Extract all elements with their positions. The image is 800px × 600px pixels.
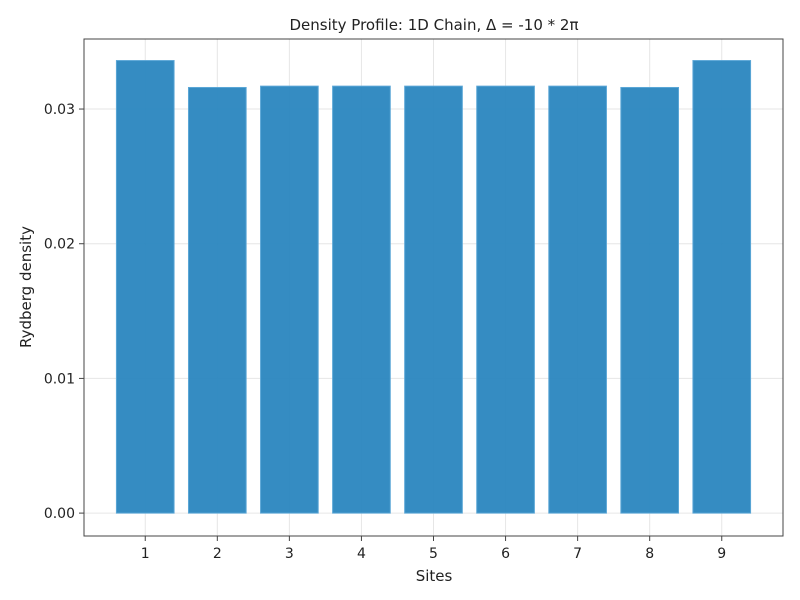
bar-site-8 [620, 86, 680, 514]
x-tick-label: 7 [573, 546, 582, 562]
bar-site-6 [476, 85, 535, 514]
chart-title: Density Profile: 1D Chain, Δ = -10 * 2π [290, 16, 579, 34]
y-axis-label: Rydberg density [17, 226, 35, 348]
y-tick-label: 0.03 [44, 102, 75, 118]
x-axis-label: Sites [416, 567, 453, 585]
x-tick-label: 2 [213, 546, 222, 562]
bar-site-1 [115, 60, 175, 514]
bar-site-2 [187, 86, 247, 514]
bar-site-3 [260, 85, 319, 514]
x-tick-label: 8 [645, 546, 654, 562]
y-tick-label: 0.02 [44, 237, 75, 253]
x-tick-label: 6 [501, 546, 510, 562]
x-tick-label: 3 [285, 546, 294, 562]
x-tick-label: 1 [141, 546, 150, 562]
y-tick-label: 0.01 [44, 371, 75, 387]
bar-site-4 [332, 85, 391, 514]
bar-site-7 [548, 85, 607, 514]
y-tick-label: 0.00 [44, 506, 75, 522]
x-tick-label: 4 [357, 546, 366, 562]
bar-site-9 [692, 60, 752, 514]
bar-layer [115, 60, 752, 514]
tick-layer: 1 2 3 4 5 6 7 8 9 0.00 0.01 0.02 0.03 [44, 102, 726, 562]
bar-site-5 [404, 85, 463, 514]
x-tick-label: 9 [717, 546, 726, 562]
x-tick-label: 5 [429, 546, 438, 562]
